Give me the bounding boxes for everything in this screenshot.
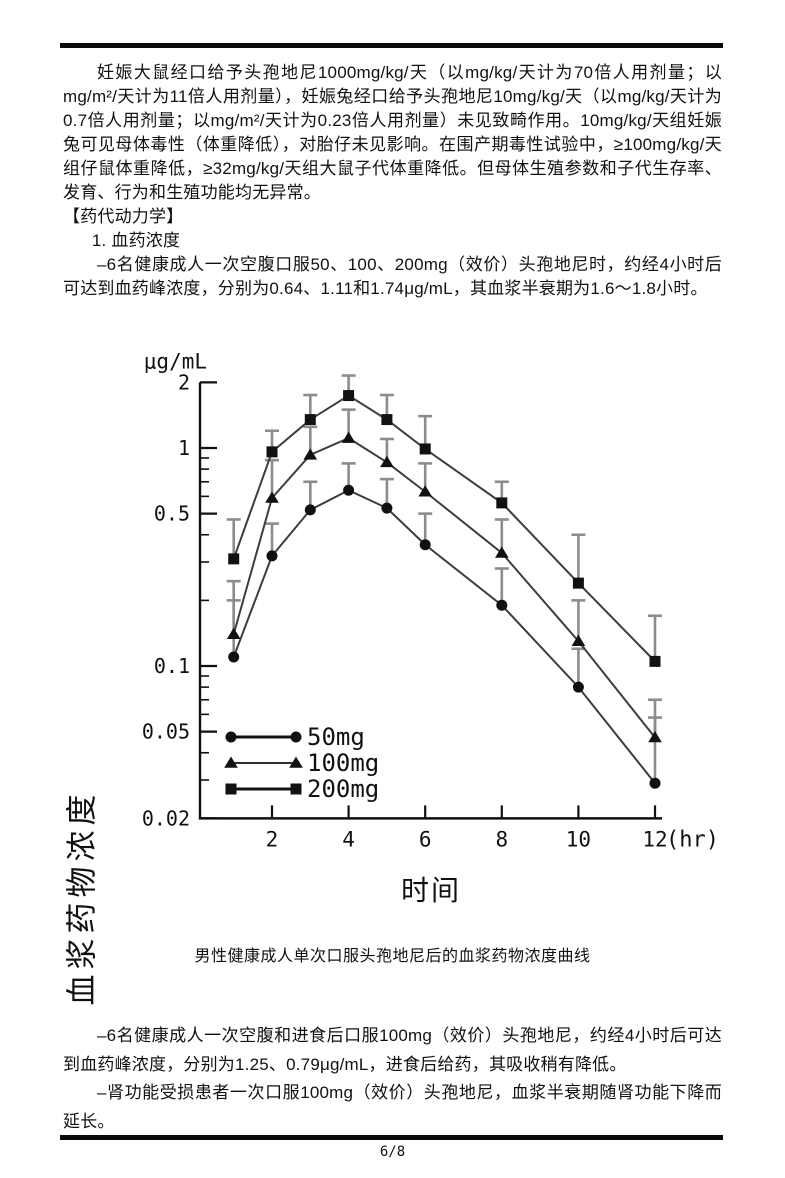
data-point-200mg bbox=[343, 390, 355, 402]
data-point-50mg bbox=[304, 504, 316, 516]
footer-rule bbox=[60, 1135, 723, 1140]
top-rule bbox=[60, 43, 723, 48]
legend-marker-50mg bbox=[225, 731, 237, 743]
data-point-50mg bbox=[343, 484, 355, 496]
y-tick-label: 0.05 bbox=[142, 720, 190, 744]
y-tick-label: 2 bbox=[178, 370, 190, 394]
data-point-100mg bbox=[380, 455, 394, 468]
data-point-100mg bbox=[341, 431, 356, 443]
subsection-blood-concentration: 1. 血药浓度 bbox=[91, 231, 181, 250]
series-100mg bbox=[226, 408, 662, 743]
paragraph-single-dose-fasting: –6名健康成人一次空腹口服50、100、200mg（效价）头孢地尼时，约经4小时… bbox=[63, 255, 722, 298]
y-tick-label: 1 bbox=[178, 436, 190, 460]
series-line-100mg bbox=[232, 436, 656, 739]
chart-y-axis-title: 血浆药物浓度 bbox=[64, 789, 100, 1006]
data-point-200mg bbox=[496, 497, 508, 509]
x-tick-label: 8 bbox=[495, 827, 508, 851]
data-point-100mg bbox=[265, 491, 279, 503]
data-point-200mg bbox=[649, 655, 661, 667]
data-point-100mg bbox=[495, 546, 509, 558]
y-unit-label: μg/mL bbox=[144, 349, 207, 373]
legend-marker-200mg bbox=[225, 783, 237, 795]
legend-label-100mg: 100mg bbox=[307, 749, 379, 777]
data-point-50mg bbox=[266, 550, 278, 562]
legend-label-50mg: 50mg bbox=[307, 723, 365, 751]
data-point-50mg bbox=[228, 651, 240, 663]
series-50mg bbox=[226, 462, 662, 789]
legend-label-200mg: 200mg bbox=[307, 775, 379, 803]
data-point-100mg bbox=[648, 730, 662, 743]
upper-text-block: 妊娠大鼠经口给予头孢地尼1000mg/kg/天（以mg/kg/天计为70倍人用剂… bbox=[63, 61, 722, 301]
data-point-200mg bbox=[266, 446, 278, 458]
lower-text-block: –6名健康成人一次空腹和进食后口服100mg（效价）头孢地尼，约经4小时后可达到… bbox=[63, 1022, 722, 1136]
data-point-100mg bbox=[303, 448, 318, 460]
data-point-100mg bbox=[571, 634, 586, 646]
y-tick-label: 0.1 bbox=[154, 654, 190, 678]
x-tick-label: 12 bbox=[642, 827, 667, 851]
paragraph-food-effect: –6名健康成人一次空腹和进食后口服100mg（效价）头孢地尼，约经4小时后可达到… bbox=[63, 1026, 722, 1074]
chart-x-axis-title: 时间 bbox=[400, 875, 461, 906]
data-point-200mg bbox=[381, 414, 393, 426]
data-point-200mg bbox=[228, 553, 240, 565]
x-tick-label: 6 bbox=[419, 827, 432, 851]
section-header-pharmacokinetics: 【药代动力学】 bbox=[63, 207, 184, 226]
x-tick-label: 4 bbox=[342, 827, 355, 851]
paragraph-renal-impairment: –肾功能受损患者一次口服100mg（效价）头孢地尼，血浆半衰期随肾功能下降而延长… bbox=[63, 1083, 722, 1131]
y-tick-label: 0.02 bbox=[142, 806, 190, 830]
data-point-50mg bbox=[649, 777, 661, 789]
figure-caption: 男性健康成人单次口服头孢地尼后的血浆药物浓度曲线 bbox=[194, 948, 591, 965]
legend-marker-200mg bbox=[290, 783, 302, 795]
paragraph-reproductive-toxicity: 妊娠大鼠经口给予头孢地尼1000mg/kg/天（以mg/kg/天计为70倍人用剂… bbox=[63, 63, 722, 202]
data-point-200mg bbox=[304, 414, 316, 426]
legend-marker-100mg bbox=[289, 756, 303, 768]
data-point-200mg bbox=[572, 577, 584, 589]
data-point-100mg bbox=[418, 485, 432, 497]
data-point-50mg bbox=[381, 502, 393, 514]
data-point-100mg bbox=[226, 627, 241, 639]
x-unit-label: (hr) bbox=[666, 827, 719, 852]
page-number: 6/8 bbox=[379, 1144, 406, 1160]
series-200mg bbox=[226, 374, 662, 667]
legend-marker-100mg bbox=[224, 756, 238, 768]
x-tick-label: 2 bbox=[266, 827, 279, 851]
data-point-50mg bbox=[496, 599, 508, 611]
concentration-time-chart: 2 1 0.5 0.1 0.05 0.02 2 4 6 8 10 12 μg/mL (hr) 50mg100… bbox=[142, 349, 719, 852]
data-point-200mg bbox=[419, 443, 431, 455]
data-point-50mg bbox=[572, 681, 584, 693]
legend-marker-50mg bbox=[290, 731, 302, 743]
series-line-200mg bbox=[232, 394, 656, 663]
data-point-50mg bbox=[419, 539, 431, 551]
figure-area: 血浆药物浓度 2 1 0.5 0.1 0.05 0.02 2 4 6 8 10 12 μg/mL (hr)… bbox=[0, 345, 785, 1005]
x-tick-label: 10 bbox=[566, 827, 591, 851]
y-tick-label: 0.5 bbox=[154, 502, 190, 526]
